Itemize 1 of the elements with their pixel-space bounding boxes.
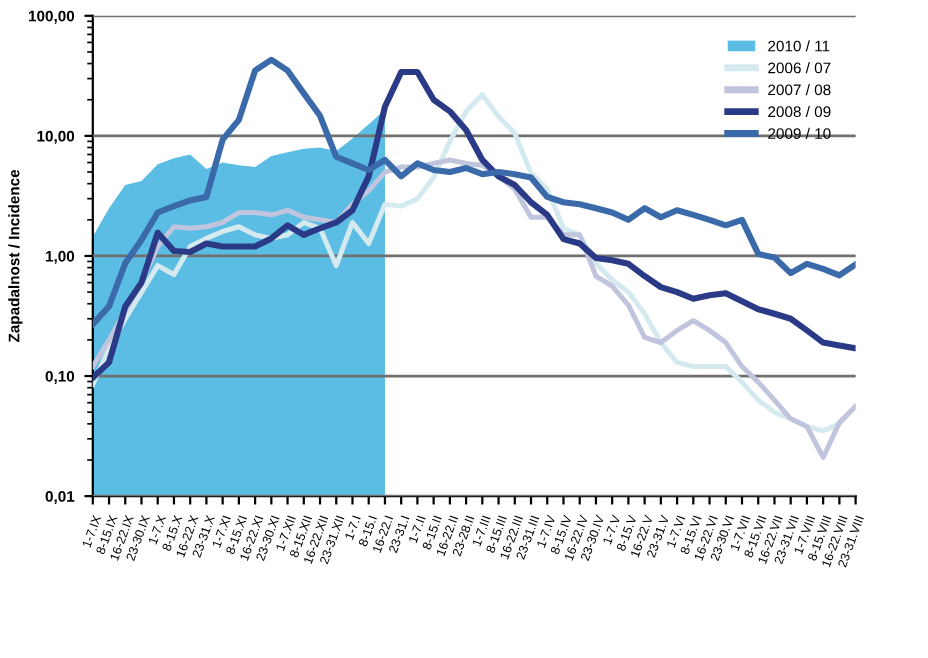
line-series xyxy=(92,56,856,328)
